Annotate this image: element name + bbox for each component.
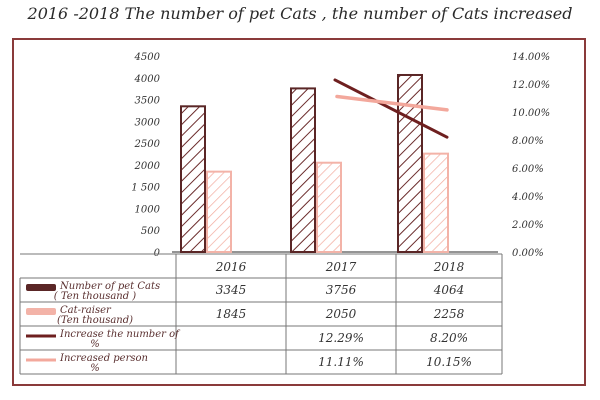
left-tick-label: 1 500: [131, 183, 160, 194]
legend-unit: %: [90, 339, 100, 350]
left-tick-label: 2500: [134, 139, 161, 150]
left-tick-label: 2000: [134, 161, 161, 172]
bar-pet-cats: [180, 105, 206, 253]
legend-unit: (Ten thousand): [57, 315, 133, 326]
bar-pet-cats: [397, 73, 423, 253]
data-label: 11.11%: [318, 355, 364, 369]
category-label: 2017: [325, 260, 357, 274]
data-label: 12.29%: [318, 331, 364, 345]
bar-cat-raiser: [423, 152, 449, 253]
legend-unit: ( Ten thousand ): [54, 291, 137, 302]
data-label: 8.20%: [430, 331, 468, 345]
left-tick-label: 4000: [134, 74, 161, 85]
chart-frame: [12, 38, 586, 386]
right-tick-label: 2.00%: [511, 220, 544, 231]
chart-title: 2016 -2018 The number of pet Cats , the …: [27, 4, 573, 23]
bar-cat-raiser: [316, 161, 342, 253]
data-label: 10.15%: [426, 355, 472, 369]
right-tick-label: 8.00%: [512, 136, 544, 147]
legend-swatch: [26, 284, 56, 291]
line-increase-cats: [333, 78, 449, 139]
bar-cat-raiser: [206, 170, 232, 253]
line-increased-person: [335, 94, 449, 112]
left-tick-label: 3500: [135, 96, 161, 107]
data-label: 3756: [326, 283, 357, 297]
data-label: 2258: [433, 307, 465, 321]
data-label: 4064: [433, 283, 465, 297]
data-label: 2050: [325, 307, 357, 321]
right-tick-label: 6.00%: [512, 164, 544, 175]
right-tick-label: 4.00%: [511, 192, 544, 203]
right-tick-label: 0.00%: [512, 248, 544, 259]
legend-label: Increased person: [59, 353, 148, 364]
category-label: 2016: [215, 260, 247, 274]
legend-unit: %: [90, 363, 100, 374]
left-tick-label: 1000: [135, 204, 161, 215]
legend-swatch: [26, 308, 56, 315]
left-tick-label: 500: [141, 226, 161, 237]
legend-label: Increase the number of: [59, 329, 181, 340]
bar-pet-cats: [290, 87, 316, 253]
right-tick-label: 12.00%: [512, 80, 550, 91]
data-label: 3345: [216, 283, 247, 297]
left-tick-label: 3000: [135, 117, 161, 128]
legend-label: Number of pet Cats: [59, 281, 160, 292]
category-label: 2018: [433, 260, 465, 274]
left-tick-label: 4500: [134, 52, 161, 63]
right-tick-label: 14.00%: [512, 52, 550, 63]
data-label: 1845: [216, 307, 247, 321]
right-tick-label: 10.00%: [512, 108, 550, 119]
legend-label: Cat-raiser: [60, 305, 112, 316]
